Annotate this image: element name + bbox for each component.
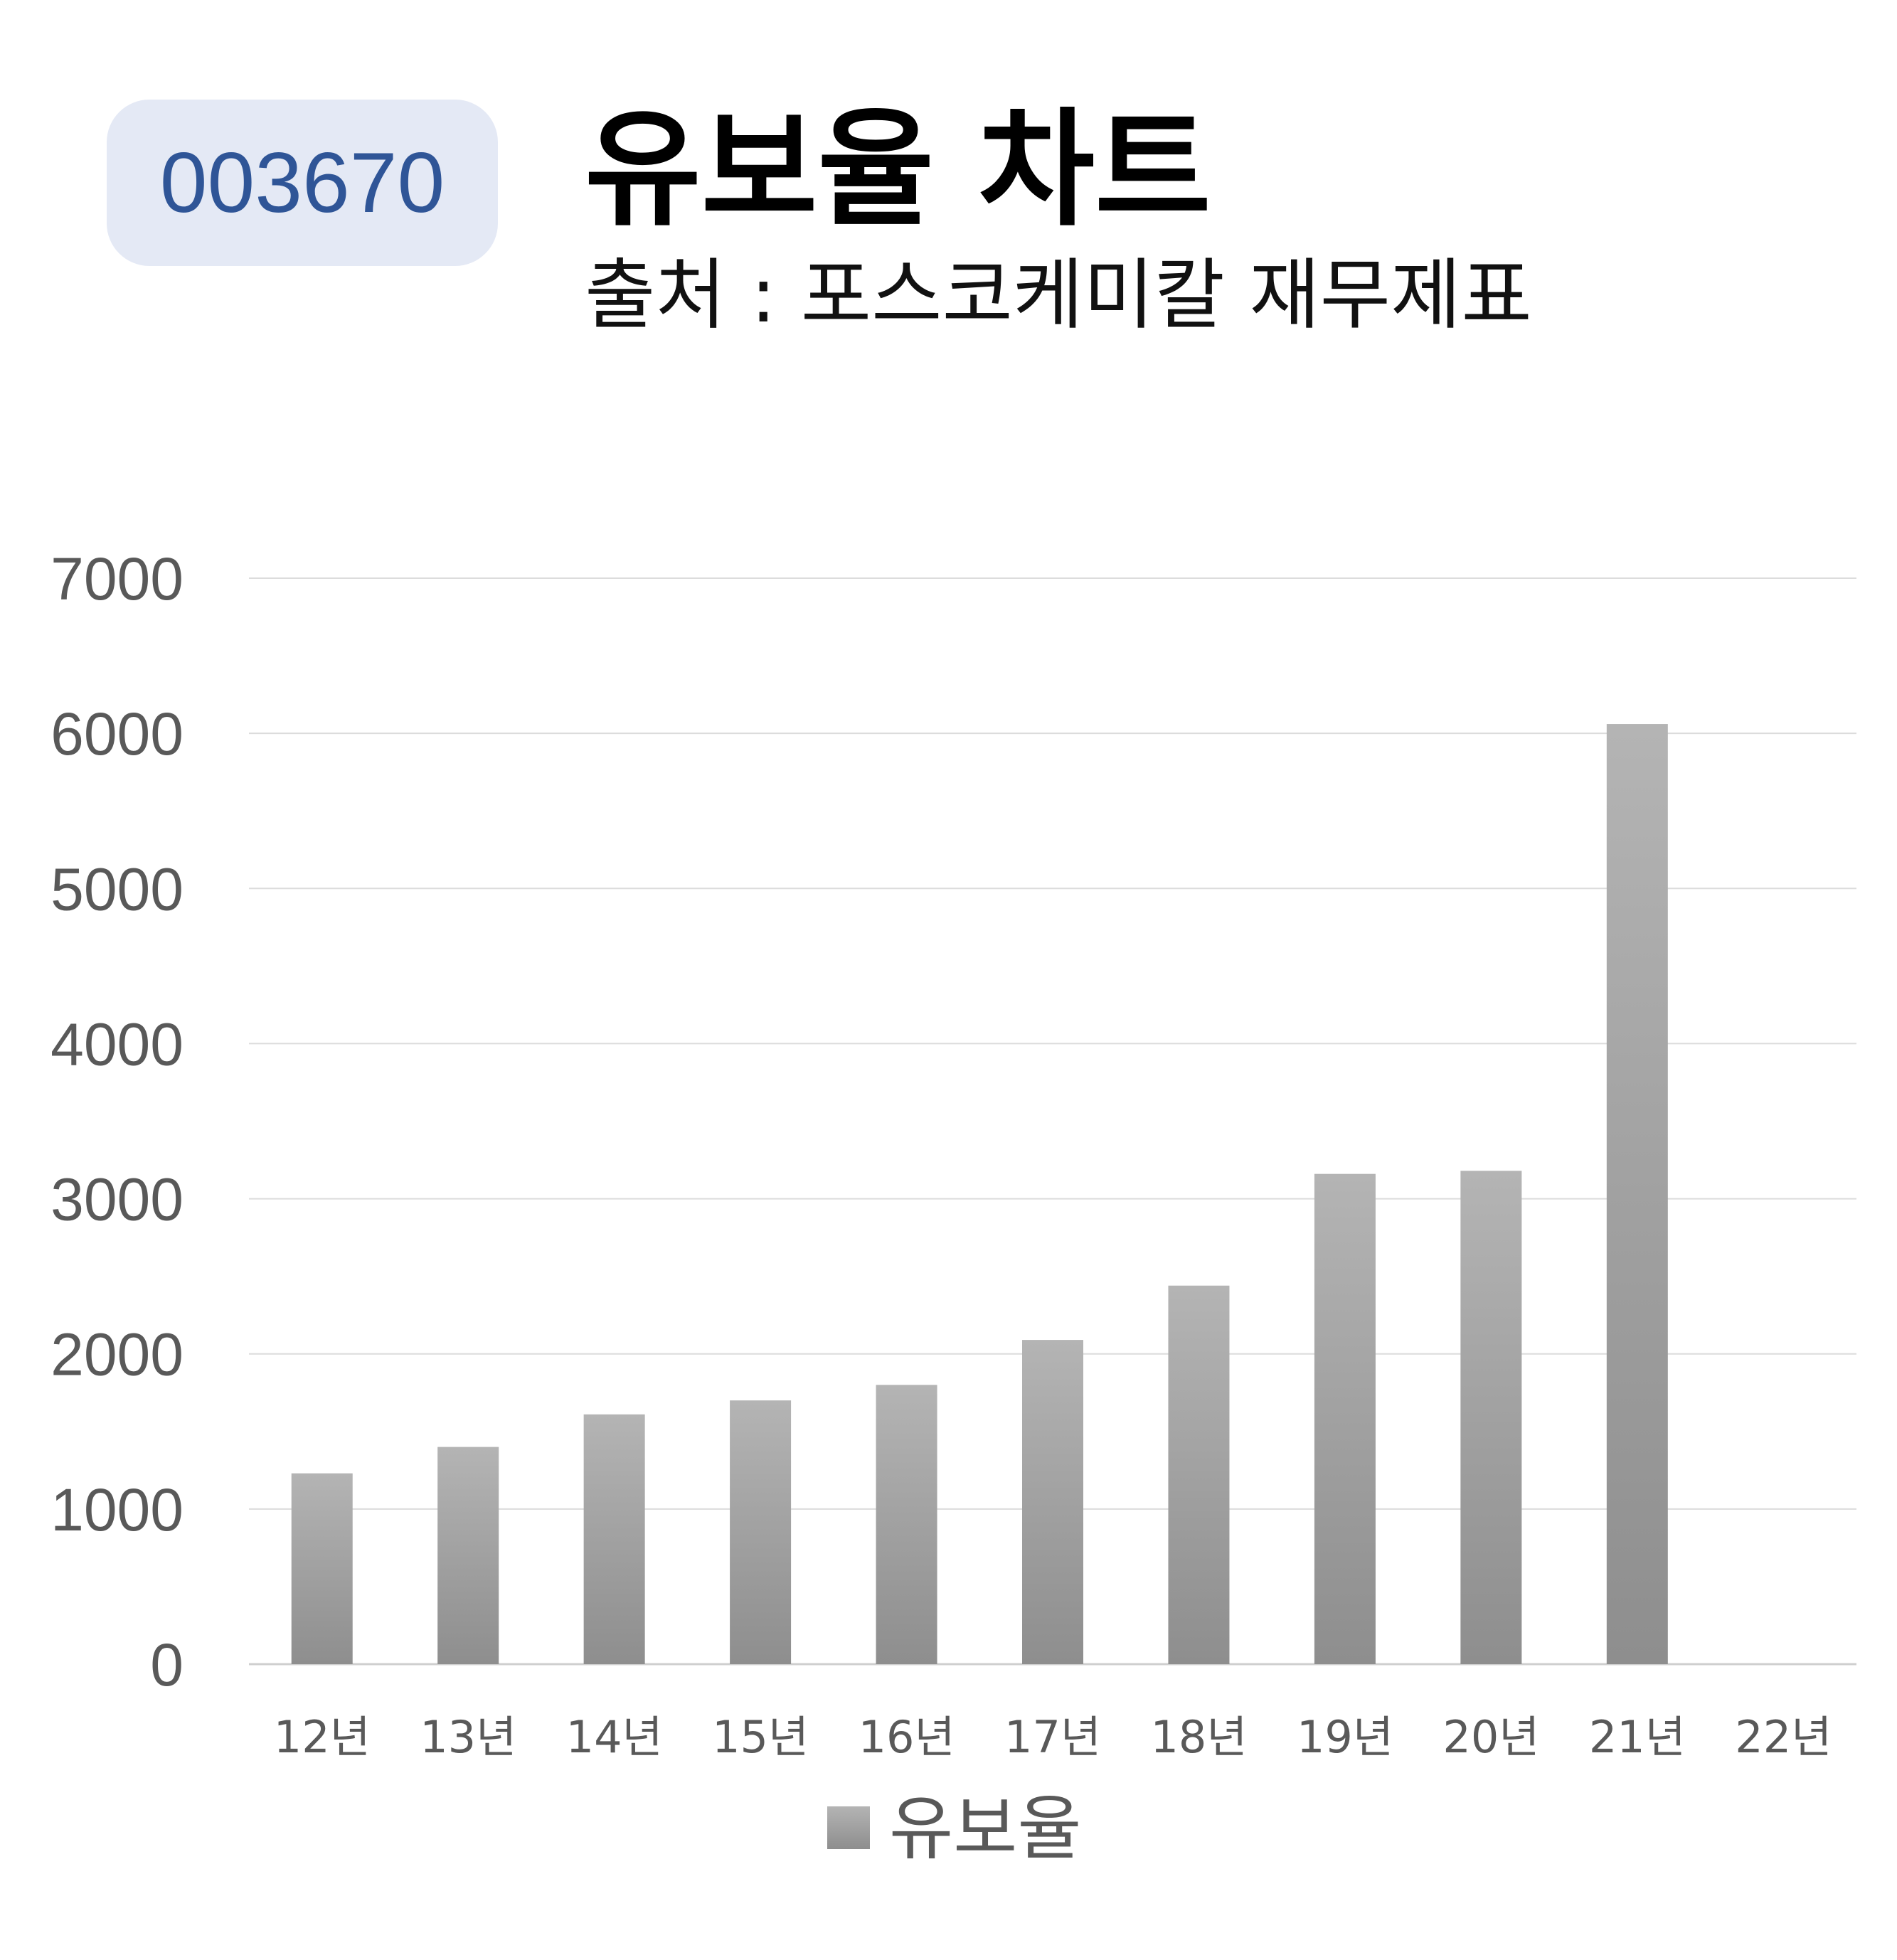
x-axis-ticks: 12년 13년 14년 15년 16년 17년 18년 19년 20년 21년 22년 xyxy=(274,1711,1832,1763)
legend: 유보율 xyxy=(827,1789,1081,1870)
y-tick-label: 5000 xyxy=(51,856,184,922)
x-tick-label: 21년 xyxy=(1589,1711,1686,1763)
x-tick-label: 13년 xyxy=(420,1711,516,1763)
y-tick-label: 0 xyxy=(150,1631,184,1698)
y-tick-label: 7000 xyxy=(51,545,184,612)
legend-swatch xyxy=(827,1806,870,1849)
y-tick-label: 2000 xyxy=(51,1321,184,1388)
chart-subtitle: 출처 : 포스코케미칼 재무제표 xyxy=(585,251,1532,340)
bar xyxy=(730,1400,792,1664)
y-tick-label: 6000 xyxy=(51,701,184,767)
y-axis-ticks: 0 1000 2000 3000 4000 5000 6000 7000 xyxy=(51,545,184,1698)
stock-code-badge: 003670 xyxy=(107,100,498,266)
bar xyxy=(1022,1340,1083,1664)
x-tick-label: 19년 xyxy=(1297,1711,1393,1763)
x-tick-label: 17년 xyxy=(1004,1711,1101,1763)
x-tick-label: 20년 xyxy=(1442,1711,1539,1763)
x-tick-label: 15년 xyxy=(712,1711,809,1763)
x-tick-label: 22년 xyxy=(1735,1711,1832,1763)
x-tick-label: 12년 xyxy=(274,1711,371,1763)
bar xyxy=(583,1414,645,1664)
x-tick-label: 18년 xyxy=(1150,1711,1247,1763)
legend-label: 유보율 xyxy=(889,1789,1081,1870)
y-tick-label: 1000 xyxy=(51,1476,184,1543)
bar xyxy=(1460,1171,1522,1664)
stock-code: 003670 xyxy=(159,135,445,230)
y-tick-label: 3000 xyxy=(51,1166,184,1233)
bar xyxy=(1606,724,1668,1665)
x-tick-label: 16년 xyxy=(859,1711,955,1763)
x-tick-label: 14년 xyxy=(566,1711,663,1763)
bar xyxy=(876,1385,937,1664)
bars xyxy=(291,724,1668,1665)
chart-title: 유보율 차트 xyxy=(585,96,1211,243)
bar xyxy=(1314,1173,1376,1664)
y-tick-label: 4000 xyxy=(51,1011,184,1077)
bar xyxy=(291,1473,353,1664)
bar xyxy=(1168,1285,1230,1664)
bar xyxy=(437,1447,499,1664)
